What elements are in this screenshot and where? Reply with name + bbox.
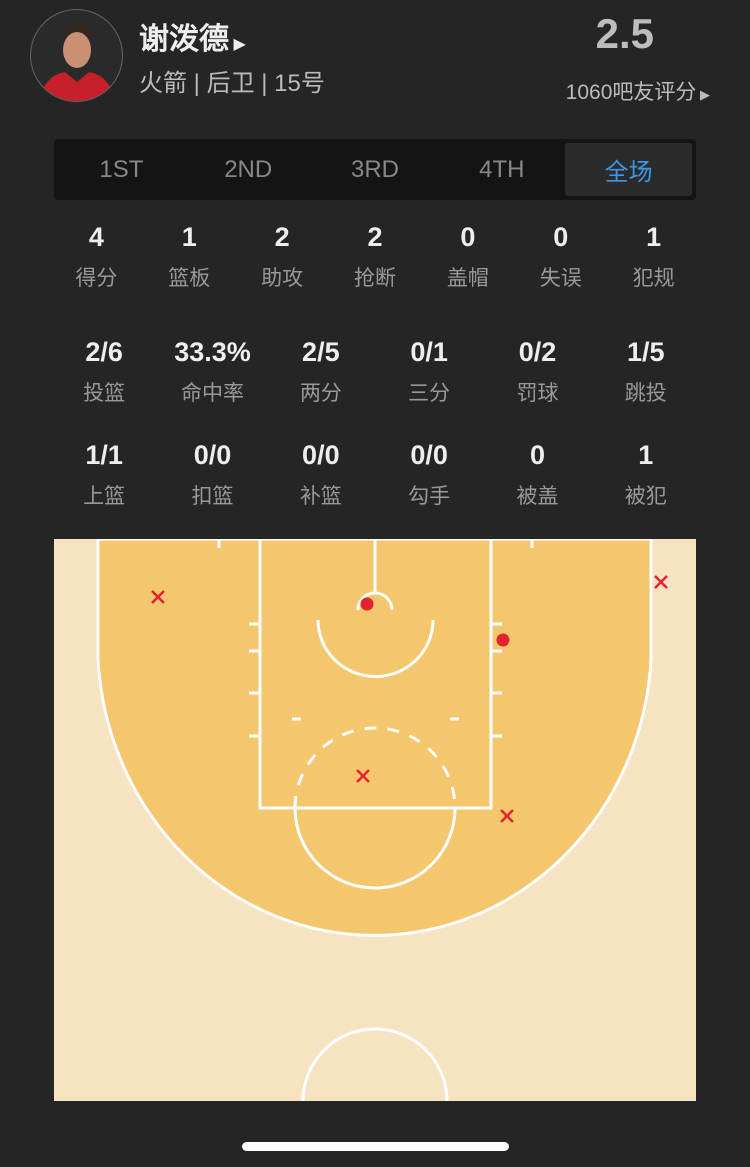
stat-盖帽: 0 盖帽	[421, 222, 514, 292]
stat-label: 补篮	[299, 485, 342, 508]
stat-value: 0/0	[302, 440, 340, 470]
tab-2nd[interactable]: 2ND	[224, 155, 273, 183]
stat-失误: 0 失误	[514, 222, 607, 292]
player-photo-icon	[39, 25, 115, 101]
stat-value: 4	[88, 222, 104, 252]
stat-投篮: 2/6 投篮	[50, 337, 158, 407]
stat-label: 勾手	[408, 485, 451, 508]
stat-label: 得分	[75, 267, 118, 290]
stat-value: 0	[529, 440, 545, 470]
stat-跳投: 1/5 跳投	[592, 337, 700, 407]
center-circle	[301, 1027, 449, 1101]
player-name[interactable]: 谢泼德 ▶	[139, 23, 246, 56]
lane	[258, 539, 493, 810]
shooting-stats-row: 2/6 投篮 33.3% 命中率 2/5 两分 0/1 三分 0/2 罚球 1/5 跳投	[50, 337, 700, 407]
stat-value: 0	[553, 222, 569, 252]
stat-value: 1	[181, 222, 197, 252]
period-tabs: 1ST 2ND 3RD 4TH 全场	[54, 139, 696, 200]
stat-被盖: 0 被盖	[483, 440, 591, 510]
arrow-right-icon: ▶	[696, 87, 710, 102]
stat-label: 罚球	[516, 382, 559, 405]
free-throw-circle-bottom	[293, 807, 457, 890]
stat-被犯: 1 被犯	[592, 440, 700, 510]
shot-chart	[54, 539, 696, 1101]
stat-label: 犯规	[632, 267, 675, 290]
missed-shot-x	[654, 575, 668, 589]
stat-补篮: 0/0 补篮	[267, 440, 375, 510]
stat-label: 篮板	[168, 267, 211, 290]
missed-shot-x	[151, 590, 165, 604]
stat-命中率: 33.3% 命中率	[158, 337, 266, 407]
stat-value: 1/1	[85, 440, 123, 470]
stat-犯规: 1 犯规	[607, 222, 700, 292]
stat-value: 1/5	[627, 337, 665, 367]
tab-3rd[interactable]: 3RD	[350, 155, 399, 183]
stat-三分: 0/1 三分	[375, 337, 483, 407]
stat-label: 命中率	[180, 382, 244, 405]
home-indicator[interactable]	[242, 1142, 509, 1151]
made-shot-dot	[360, 597, 374, 611]
stat-label: 上篮	[83, 485, 126, 508]
stat-value: 1	[638, 440, 654, 470]
stat-value: 0	[460, 222, 476, 252]
stat-抢断: 2 抢断	[329, 222, 422, 292]
missed-shot-x	[500, 809, 514, 823]
three-point-line	[96, 539, 653, 937]
stat-上篮: 1/1 上篮	[50, 440, 158, 510]
stat-得分: 4 得分	[50, 222, 143, 292]
stat-value: 0/0	[193, 440, 232, 470]
stat-value: 2	[367, 222, 383, 252]
stat-label: 失误	[539, 267, 582, 290]
made-shot-dot	[496, 633, 510, 647]
stat-勾手: 0/0 勾手	[375, 440, 483, 510]
tab-4th[interactable]: 4TH	[479, 155, 525, 183]
stat-value: 2/5	[302, 337, 340, 367]
stat-篮板: 1 篮板	[143, 222, 236, 292]
stat-label: 投篮	[83, 382, 126, 405]
restricted-arc	[356, 591, 394, 611]
arrow-right-icon: ▶	[229, 36, 246, 53]
stat-label: 抢断	[354, 267, 396, 290]
stat-罚球: 0/2 罚球	[483, 337, 591, 407]
stat-label: 被犯	[624, 485, 667, 508]
stat-value: 33.3%	[174, 337, 251, 367]
rating-link[interactable]: 1060吧友评分 ▶	[565, 81, 710, 104]
stat-value: 0/0	[410, 440, 448, 470]
free-throw-circle-top	[293, 726, 457, 809]
basic-stats-row: 4 得分 1 篮板 2 助攻 2 抢断 0 盖帽 0 失误 1 犯规	[50, 222, 700, 292]
stat-助攻: 2 助攻	[236, 222, 329, 292]
shot-types-row: 1/1 上篮 0/0 扣篮 0/0 补篮 0/0 勾手 0 被盖 1 被犯	[50, 440, 700, 510]
stat-label: 跳投	[624, 382, 667, 405]
missed-shot-x	[356, 769, 370, 783]
stat-value: 0/1	[410, 337, 448, 367]
tab-full-game[interactable]: 全场	[565, 143, 692, 196]
stat-两分: 2/5 两分	[267, 337, 375, 407]
stat-label: 被盖	[516, 485, 559, 508]
stat-label: 扣篮	[191, 485, 234, 508]
stat-value: 2/6	[85, 337, 123, 367]
stat-label: 两分	[299, 382, 342, 405]
stat-label: 助攻	[261, 267, 304, 290]
tab-1st[interactable]: 1ST	[99, 155, 144, 183]
player-avatar[interactable]	[30, 9, 123, 102]
stat-value: 1	[646, 222, 662, 252]
player-rating-score: 2.5	[595, 10, 654, 57]
player-info: 火箭 | 后卫 | 15号	[139, 70, 325, 97]
stat-label: 盖帽	[446, 267, 489, 290]
stat-label: 三分	[408, 382, 451, 405]
stat-value: 2	[274, 222, 290, 252]
stat-value: 0/2	[518, 337, 557, 367]
stat-扣篮: 0/0 扣篮	[158, 440, 266, 510]
